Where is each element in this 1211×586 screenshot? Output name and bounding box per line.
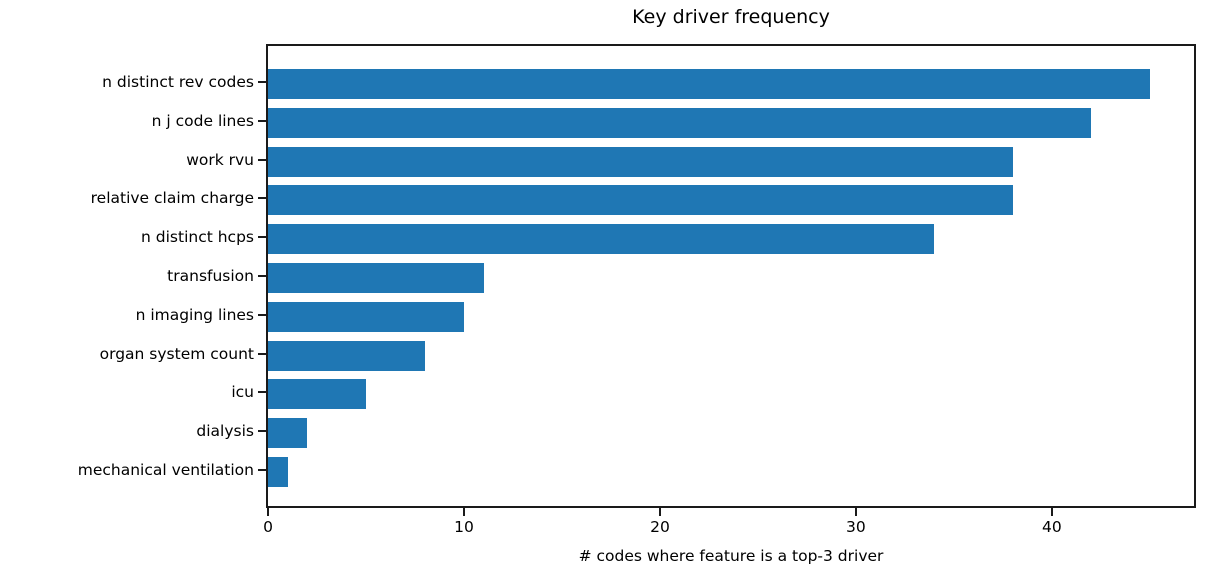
- ytick-label: transfusion: [167, 267, 254, 285]
- xtick-mark: [658, 508, 661, 516]
- ytick-label: n distinct hcps: [141, 228, 254, 247]
- xtick-label: 40: [1042, 518, 1062, 536]
- bar: [268, 379, 366, 410]
- bar: [268, 224, 935, 255]
- ytick-mark: [258, 352, 266, 355]
- ytick-mark: [258, 158, 266, 161]
- x-axis-label: # codes where feature is a top-3 driver: [578, 547, 884, 565]
- chart-title: Key driver frequency: [632, 6, 830, 28]
- xtick-label: 10: [454, 518, 474, 536]
- ytick-mark: [258, 391, 266, 394]
- bar: [268, 69, 1150, 99]
- ytick-mark: [258, 430, 266, 433]
- ytick-label: dialysis: [196, 422, 254, 441]
- bar: [268, 263, 484, 293]
- xtick-label: 0: [263, 518, 273, 536]
- bar: [268, 146, 1013, 177]
- bar: [268, 457, 288, 487]
- ytick-label: n distinct rev codes: [102, 73, 254, 91]
- ytick-label: n j code lines: [151, 111, 254, 130]
- plot-area: [266, 44, 1196, 508]
- ytick-label: mechanical ventilation: [77, 461, 254, 479]
- xtick-mark: [462, 508, 465, 516]
- bar: [268, 418, 308, 449]
- ytick-mark: [258, 313, 266, 316]
- ytick-mark: [258, 197, 266, 200]
- ytick-mark: [258, 469, 266, 471]
- xtick-mark: [854, 508, 857, 516]
- ytick-label: n imaging lines: [135, 305, 254, 324]
- bar: [268, 185, 1013, 216]
- ytick-mark: [258, 81, 266, 83]
- bar: [268, 301, 464, 332]
- xtick-mark: [267, 508, 269, 516]
- xtick-label: 20: [650, 518, 670, 536]
- bar: [268, 340, 425, 371]
- ytick-mark: [258, 275, 266, 277]
- xtick-mark: [1050, 508, 1053, 516]
- ytick-label: work rvu: [186, 150, 254, 169]
- xtick-label: 30: [846, 518, 866, 536]
- ytick-label: organ system count: [99, 344, 254, 363]
- ytick-mark: [258, 236, 266, 239]
- bar: [268, 107, 1092, 138]
- ytick-label: icu: [231, 383, 254, 402]
- ytick-mark: [258, 119, 266, 122]
- ytick-label: relative claim charge: [90, 189, 254, 208]
